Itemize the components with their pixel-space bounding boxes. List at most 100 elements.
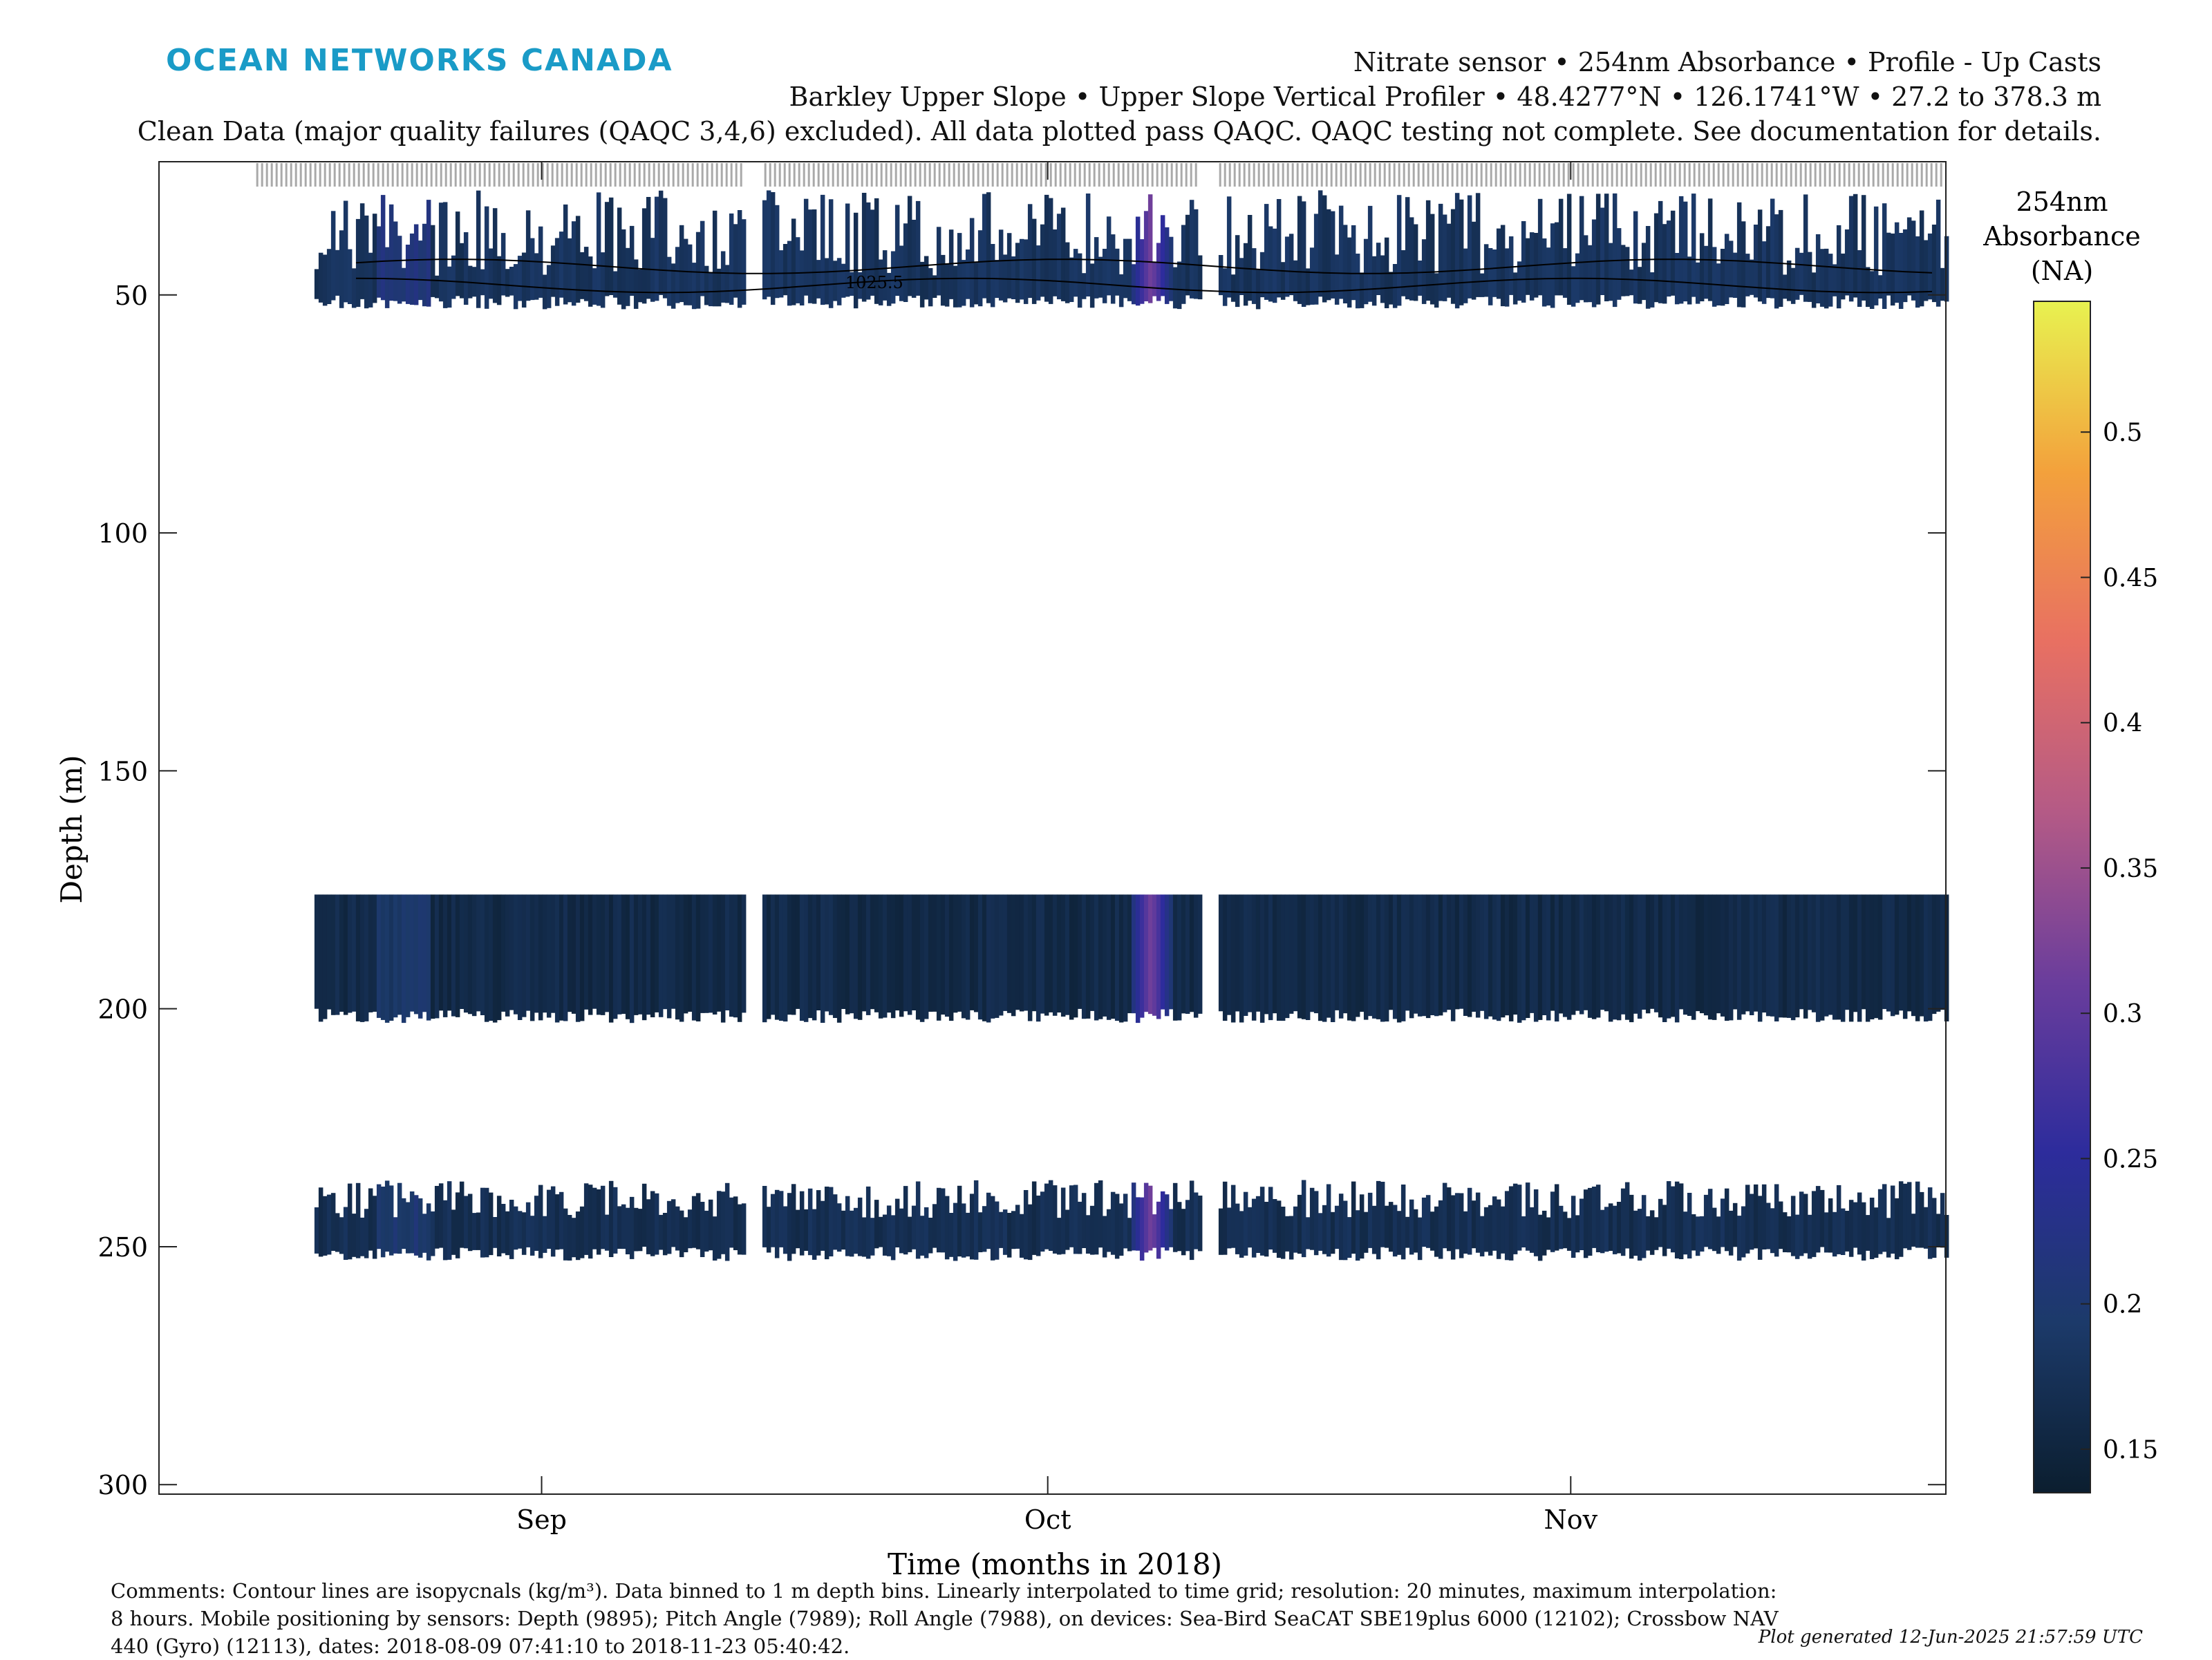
data-cell (1853, 894, 1858, 1012)
data-cell (691, 1196, 697, 1248)
data-cell (1288, 894, 1294, 1014)
data-cell (982, 894, 987, 1021)
data-cell (625, 1207, 630, 1254)
data-cell (845, 894, 850, 1015)
data-cell (1873, 1207, 1879, 1258)
data-cell (471, 894, 477, 1017)
data-cell (1438, 1200, 1443, 1259)
data-cell (579, 252, 585, 299)
data-cell (1794, 894, 1800, 1018)
data-cell (1363, 238, 1369, 305)
colorbar-tick-label: 0.3 (2103, 1000, 2142, 1028)
data-cell (1255, 270, 1261, 310)
data-cell (1392, 1205, 1398, 1257)
data-cell (1670, 1186, 1676, 1253)
data-cell (1226, 1207, 1232, 1249)
data-cell (687, 894, 693, 1012)
data-cell (704, 894, 709, 1013)
data-cell (1496, 894, 1501, 1021)
data-cell (1517, 894, 1522, 1023)
data-cell (886, 1205, 892, 1256)
data-cell (471, 267, 477, 297)
data-cell (529, 894, 535, 1021)
data-cell (671, 1199, 676, 1247)
data-cell (372, 214, 377, 303)
data-cell (563, 1208, 568, 1261)
data-cell (1811, 894, 1817, 1012)
data-cell (1521, 221, 1526, 303)
data-cell (650, 894, 655, 1017)
data-cell (409, 1191, 415, 1254)
data-cell (1533, 1189, 1539, 1256)
data-cell (1355, 894, 1360, 1017)
data-cell (919, 1216, 925, 1256)
data-cell (1720, 249, 1725, 306)
data-cell (1475, 894, 1481, 1018)
data-cell (1683, 894, 1688, 1015)
data-cell (1537, 1214, 1543, 1261)
data-cell (1749, 894, 1754, 1015)
data-cell (1015, 243, 1020, 303)
data-cell (401, 267, 406, 302)
data-cell (990, 244, 995, 308)
data-cell (1886, 1218, 1891, 1258)
data-cell (343, 200, 348, 303)
data-cell (1048, 894, 1053, 1012)
plot-qaqc-note: Clean Data (major quality failures (QAQC… (137, 116, 2101, 147)
data-cell (1521, 894, 1526, 1021)
data-cell (1890, 1185, 1895, 1254)
data-cell (1139, 1197, 1145, 1261)
data-cell (1040, 1191, 1045, 1252)
y-tick-label: 100 (97, 518, 148, 549)
data-cell (1077, 253, 1082, 308)
data-cell (953, 894, 958, 1013)
data-cell (778, 1191, 784, 1247)
data-cell (1135, 894, 1141, 1024)
data-cell (1052, 894, 1058, 1016)
data-cell (675, 894, 680, 1020)
data-cell (359, 203, 365, 299)
data-cell (890, 894, 896, 1019)
data-cell (1384, 1205, 1389, 1248)
data-cell (559, 1191, 564, 1249)
data-cell (712, 210, 718, 307)
data-cell (1259, 252, 1265, 298)
data-cell (1537, 894, 1543, 1020)
data-cell (1807, 252, 1812, 302)
data-cell (712, 894, 718, 1015)
data-cell (1417, 261, 1423, 296)
data-cell (1550, 223, 1555, 308)
data-cell (1040, 224, 1045, 297)
data-cell (679, 1210, 684, 1258)
data-cell (1753, 225, 1759, 298)
data-cell (534, 253, 539, 300)
data-cell (1127, 894, 1132, 1014)
data-cell (1355, 254, 1360, 309)
data-cell (894, 1198, 900, 1247)
data-cell (554, 1194, 560, 1250)
data-cell (1649, 894, 1655, 1009)
data-cell (1218, 1208, 1224, 1255)
data-cell (1454, 1193, 1460, 1249)
data-cell (1687, 894, 1692, 1016)
data-cell (459, 1181, 465, 1248)
data-cell (1840, 1208, 1846, 1255)
data-cell (1745, 1185, 1750, 1254)
data-cell (1940, 894, 1945, 1010)
data-cell (612, 271, 618, 298)
data-cell (1425, 894, 1431, 1019)
data-cell (621, 1204, 626, 1249)
data-cell (463, 232, 469, 305)
data-cell (442, 202, 448, 308)
data-cell (683, 1217, 688, 1252)
data-cell (1430, 214, 1435, 305)
data-cell (1579, 1198, 1584, 1250)
data-cell (1873, 894, 1879, 1019)
data-cell (695, 1193, 701, 1249)
data-cell (1616, 1202, 1622, 1254)
data-cell (604, 202, 610, 296)
data-cell (1678, 1183, 1684, 1259)
data-cell (1645, 226, 1651, 309)
onc-logo: OCEAN NETWORKS CANADA (166, 43, 673, 78)
data-cell (1641, 1195, 1647, 1258)
